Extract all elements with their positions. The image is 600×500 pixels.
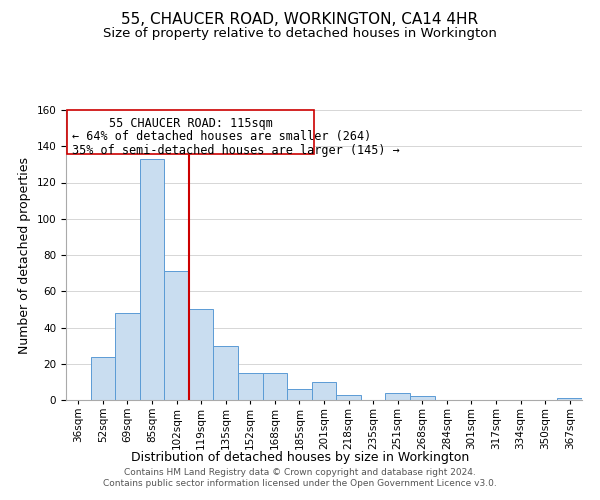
Bar [287,389,312,400]
Bar [336,394,361,400]
Bar [214,346,238,400]
FancyBboxPatch shape [67,110,314,154]
Bar [385,393,410,400]
Y-axis label: Number of detached properties: Number of detached properties [18,156,31,354]
Bar [263,373,287,400]
Text: Distribution of detached houses by size in Workington: Distribution of detached houses by size … [131,451,469,464]
Bar [164,272,189,400]
Text: Contains HM Land Registry data © Crown copyright and database right 2024.
Contai: Contains HM Land Registry data © Crown c… [103,468,497,487]
Text: 55 CHAUCER ROAD: 115sqm: 55 CHAUCER ROAD: 115sqm [109,117,272,130]
Bar [115,313,140,400]
Text: 35% of semi-detached houses are larger (145) →: 35% of semi-detached houses are larger (… [72,144,400,158]
Text: Size of property relative to detached houses in Workington: Size of property relative to detached ho… [103,28,497,40]
Bar [312,382,336,400]
Bar [189,310,214,400]
Bar [410,396,434,400]
Bar [140,159,164,400]
Bar [238,373,263,400]
Text: ← 64% of detached houses are smaller (264): ← 64% of detached houses are smaller (26… [72,130,371,143]
Bar [557,398,582,400]
Text: 55, CHAUCER ROAD, WORKINGTON, CA14 4HR: 55, CHAUCER ROAD, WORKINGTON, CA14 4HR [121,12,479,28]
Bar [91,356,115,400]
